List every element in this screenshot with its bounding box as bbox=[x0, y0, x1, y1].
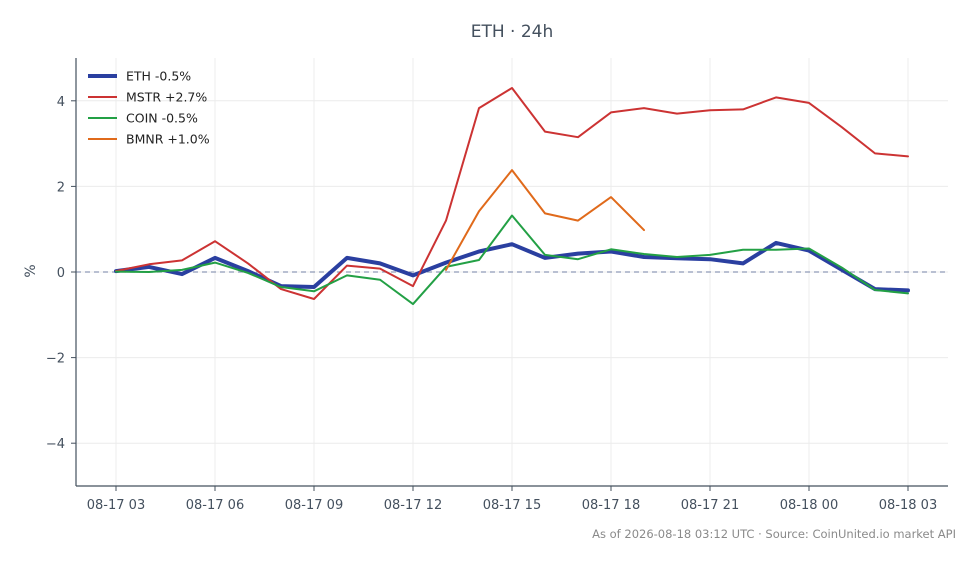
legend-label-mstr: MSTR +2.7% bbox=[126, 90, 207, 105]
series-line-mstr bbox=[115, 87, 909, 300]
x-tick-label: 08-17 18 bbox=[582, 498, 640, 513]
series-line-eth bbox=[114, 240, 910, 293]
x-tick-label: 08-18 00 bbox=[780, 498, 838, 513]
x-tick-label: 08-17 06 bbox=[186, 498, 244, 513]
chart-title: ETH · 24h bbox=[471, 22, 554, 42]
legend-label-coin: COIN -0.5% bbox=[126, 111, 198, 126]
y-tick-label: 4 bbox=[57, 95, 65, 110]
x-tick-label: 08-17 09 bbox=[285, 498, 343, 513]
series-line-coin bbox=[115, 214, 909, 306]
y-tick-label: −2 bbox=[46, 352, 65, 367]
y-tick-label: −4 bbox=[46, 437, 65, 452]
y-tick-label: 0 bbox=[57, 266, 65, 281]
series-line-bmnr bbox=[445, 169, 645, 271]
x-tick-label: 08-17 12 bbox=[384, 498, 442, 513]
x-tick-label: 08-17 03 bbox=[87, 498, 145, 513]
y-axis-label: % bbox=[23, 264, 39, 277]
legend: ETH -0.5% MSTR +2.7% COIN -0.5% BMNR +1.0% bbox=[88, 69, 210, 147]
x-axis-ticks: 08-17 03 08-17 06 08-17 09 08-17 12 08-17 15… bbox=[87, 486, 937, 513]
x-tick-label: 08-17 21 bbox=[681, 498, 739, 513]
legend-label-eth: ETH -0.5% bbox=[126, 69, 191, 84]
y-tick-label: 2 bbox=[57, 180, 65, 195]
series-layer bbox=[114, 87, 910, 306]
x-tick-label: 08-18 03 bbox=[879, 498, 937, 513]
x-tick-label: 08-17 15 bbox=[483, 498, 541, 513]
legend-label-bmnr: BMNR +1.0% bbox=[126, 132, 210, 147]
source-footnote: As of 2026-08-18 03:12 UTC · Source: Coi… bbox=[592, 527, 956, 541]
y-axis-ticks: −4 −2 0 2 4 bbox=[46, 95, 76, 452]
